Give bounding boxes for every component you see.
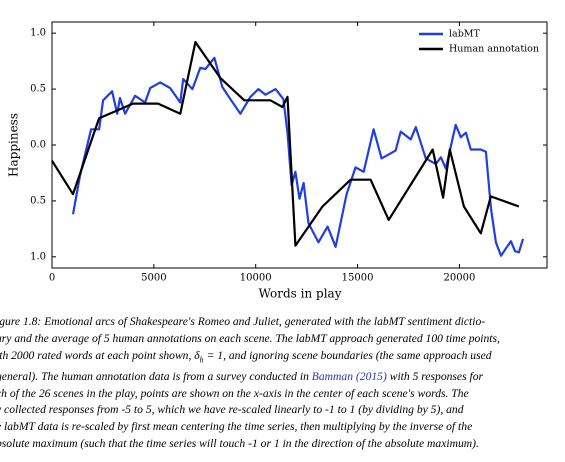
x-tick-label: 0 [49, 273, 55, 284]
x-tick-label: 20000 [444, 273, 476, 284]
x-axis-label: Words in play [259, 287, 342, 301]
x-tick-label: 5000 [141, 273, 166, 284]
caption-text: with 5 responses for [386, 369, 484, 383]
caption-line: ch of the 26 scenes in the play, points … [0, 386, 469, 400]
y-tick-label: 0.0 [30, 140, 46, 151]
caption-line: e labMT data is re-scaled by first mean … [0, 420, 473, 434]
chart: Words in play Happiness 0 5000 10000 15000 2… [7, 21, 548, 301]
caption-line: general). The human annotation data is f… [0, 369, 565, 386]
y-axis-label: Happiness [7, 113, 21, 177]
caption-text: general). The human annotation data is f… [0, 369, 312, 383]
caption: igure 1.8: Emotional arcs of Shakespeare… [0, 314, 565, 453]
legend-label: labMT [449, 29, 481, 40]
caption-line: ary and the average of 5 human annotatio… [0, 331, 500, 345]
legend-label: Human annotation [449, 44, 539, 55]
y-tick-label: 0.5 [30, 195, 46, 206]
y-tick-label: 1.0 [30, 28, 46, 39]
caption-text: = 1, and ignoring scene boundaries (the … [203, 348, 492, 362]
y-tick-label: 0.5 [30, 84, 46, 95]
plot-frame [51, 21, 548, 269]
caption-subscript: h [199, 354, 204, 364]
citation-link[interactable]: Bamman (2015) [311, 369, 387, 383]
x-tick-label: 10000 [240, 273, 272, 284]
caption-text: ith 2000 rated words at each point shown… [0, 348, 200, 362]
caption-line: bsolute maximum (such that the time seri… [0, 436, 479, 450]
caption-line: ith 2000 rated words at each point shown… [0, 348, 565, 369]
caption-line: igure 1.8: Emotional arcs of Shakespeare… [0, 315, 486, 328]
x-tick-label: 15000 [342, 273, 374, 284]
y-tick-label: 1.0 [30, 251, 46, 262]
series-line [71, 56, 525, 257]
series-line [51, 40, 520, 247]
caption-line: y collected responses from -5 to 5, whic… [0, 403, 464, 417]
